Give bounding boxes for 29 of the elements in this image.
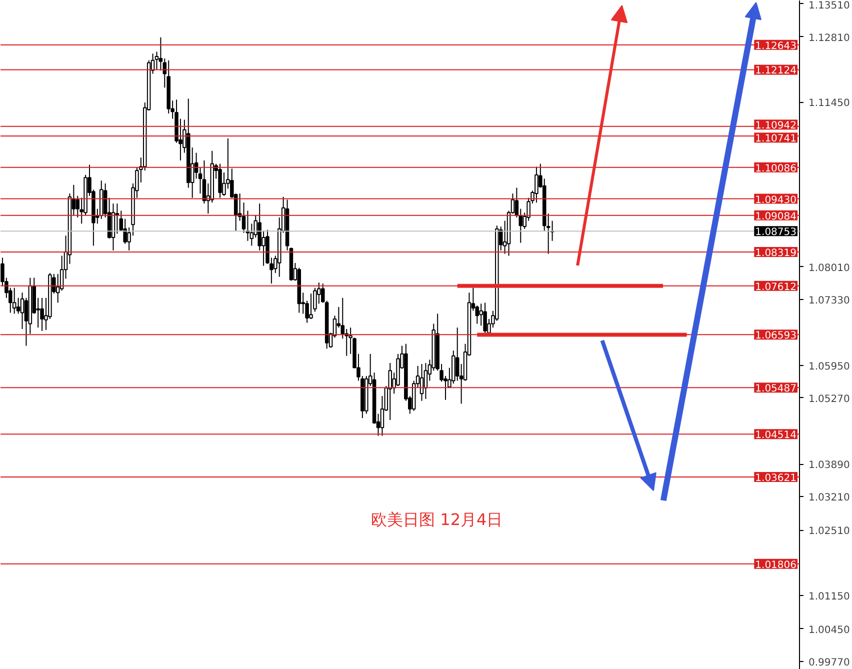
y-tick-label: 1.05270: [808, 394, 850, 405]
ref-line-label: 1.10086: [755, 163, 797, 174]
ref-line-label: 1.05487: [755, 384, 797, 395]
ref-line-label: 1.07612: [755, 282, 797, 293]
ref-line-label: 1.10741: [755, 134, 797, 145]
y-tick-label: 1.05950: [808, 361, 850, 372]
y-tick-label: 1.07330: [808, 295, 850, 306]
y-tick-label: 0.99770: [808, 657, 850, 668]
ref-line-label: 1.12124: [755, 66, 797, 77]
ref-line-label: 1.09084: [755, 211, 797, 222]
ref-line-label: 1.10942: [755, 120, 797, 132]
y-tick-label: 1.03890: [808, 460, 850, 472]
annotation: 欧美日图 12月4日: [371, 510, 503, 529]
y-tick-label: 1.08010: [808, 262, 850, 274]
ref-line-label: 1.08753: [755, 227, 797, 238]
y-tick-label: 1.13510: [808, 0, 850, 12]
y-tick-label: 1.03210: [808, 492, 850, 504]
y-tick-label: 1.00450: [808, 624, 850, 636]
y-tick-label: 1.02510: [808, 526, 850, 538]
ref-line-label: 1.08319: [755, 248, 797, 259]
ref-line-label: 1.12643: [755, 40, 797, 52]
ref-line-label: 1.01806: [755, 560, 797, 571]
ref-line-label: 1.09430: [755, 194, 797, 206]
ref-line-label: 1.04514: [755, 430, 797, 442]
ref-line-label: 1.06593: [755, 330, 797, 342]
y-tick-label: 1.12810: [808, 32, 850, 44]
ref-line-label: 1.03621: [755, 472, 797, 484]
y-tick-label: 1.01150: [808, 591, 850, 602]
y-tick-label: 1.11450: [808, 98, 850, 110]
